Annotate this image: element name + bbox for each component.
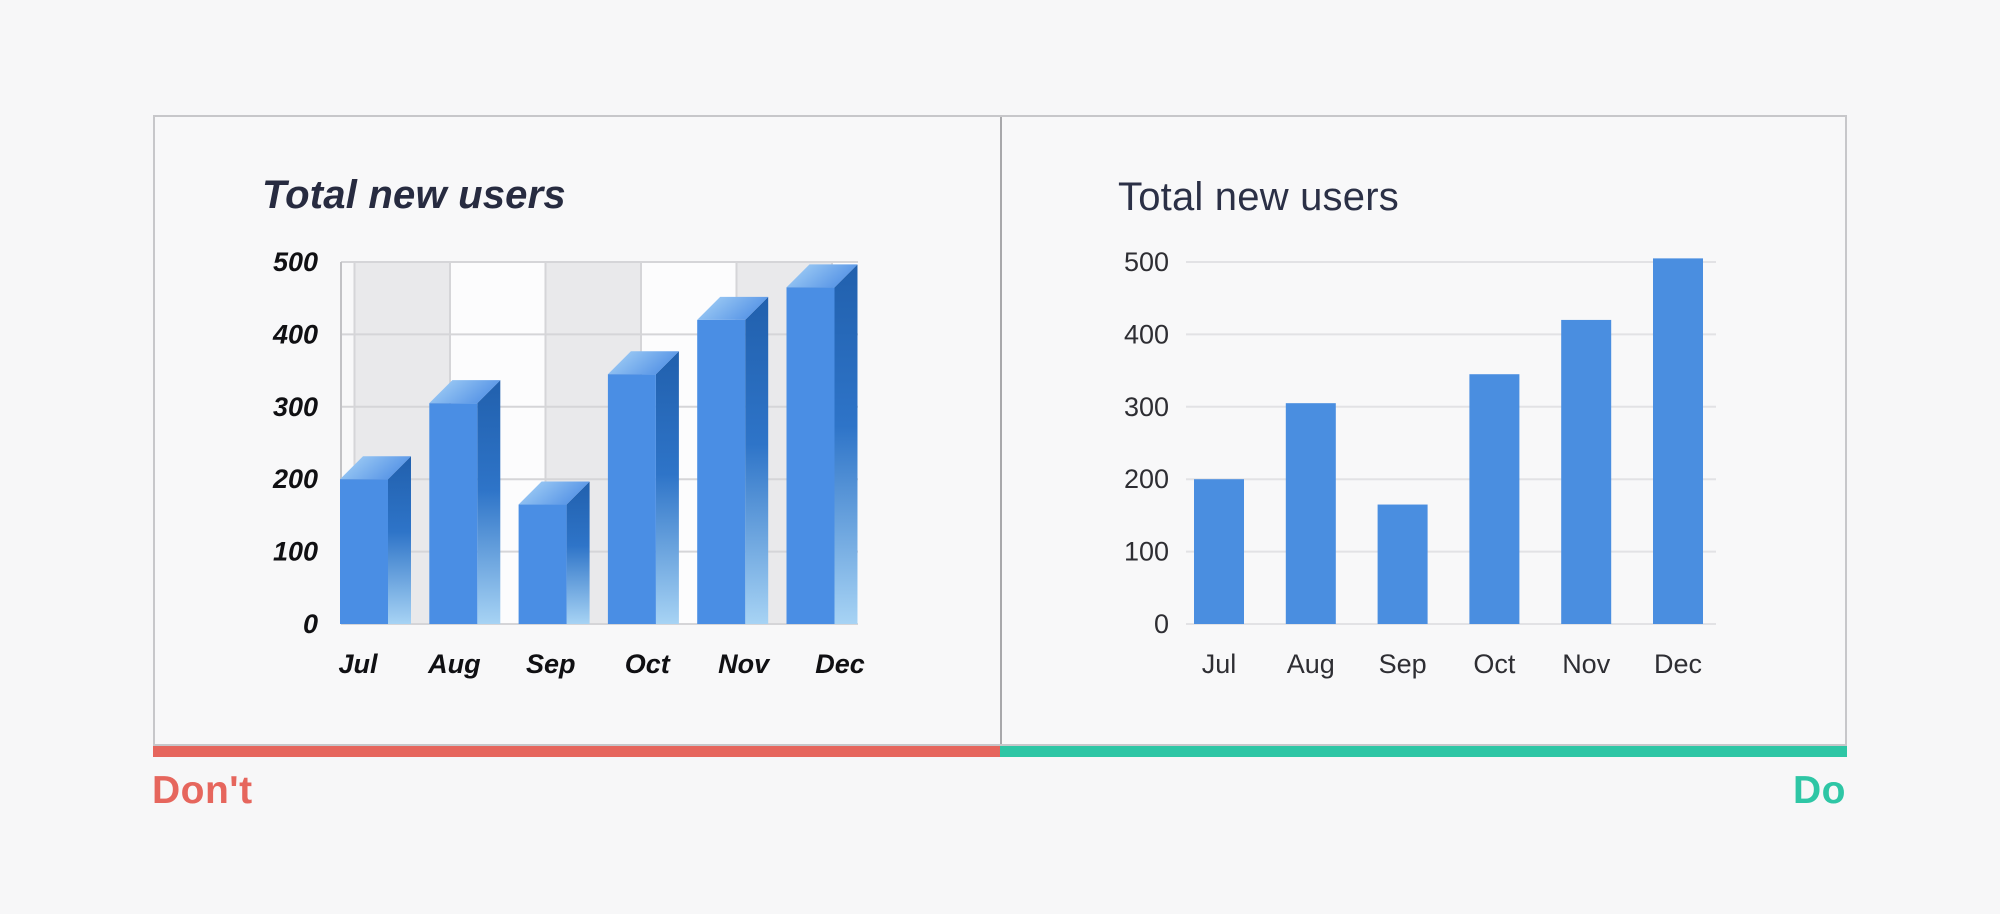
bar-front-face bbox=[429, 403, 478, 624]
y-tick-label-0: 0 bbox=[303, 609, 318, 639]
y-tick-label-500: 500 bbox=[273, 247, 318, 277]
x-axis-label-oct: Oct bbox=[625, 649, 671, 679]
do-flat-bar-chart: 0 100 200 300 400 500 Jul Aug Sep Oct Nov Dec bbox=[1124, 247, 1716, 679]
bar-dec bbox=[1653, 258, 1703, 624]
do-label: Do bbox=[1793, 769, 1846, 812]
bar-top-face bbox=[697, 296, 769, 320]
bar-side-face bbox=[477, 380, 501, 624]
bar-top-face bbox=[518, 481, 590, 505]
bar-aug bbox=[1285, 403, 1336, 624]
y-tick-label-300: 300 bbox=[1124, 392, 1169, 422]
bar-3d-jul bbox=[340, 456, 411, 624]
bar-front-face bbox=[607, 374, 656, 624]
y-tick-label-100: 100 bbox=[1124, 537, 1169, 567]
y-tick-label-300: 300 bbox=[273, 392, 318, 422]
bar-3d-dec bbox=[786, 264, 858, 624]
dont-accent-underline bbox=[153, 746, 1000, 757]
y-tick-label-200: 200 bbox=[1124, 464, 1169, 494]
x-axis-label-oct: Oct bbox=[1473, 649, 1516, 679]
x-axis-label-dec: Dec bbox=[815, 649, 865, 679]
bar-jul bbox=[1194, 479, 1244, 624]
bar-nov bbox=[1561, 319, 1612, 624]
x-axis-label-nov: Nov bbox=[1562, 649, 1611, 679]
bar-front-face bbox=[340, 479, 388, 624]
bar-side-face bbox=[834, 264, 858, 624]
dont-3d-bar-chart: 0 100 200 300 400 500 Jul Aug Sep Oct Nov Dec bbox=[272, 247, 865, 679]
y-tick-label-400: 400 bbox=[1124, 319, 1169, 349]
bar-3d-aug bbox=[429, 380, 501, 624]
panel-divider bbox=[1000, 117, 1002, 744]
bar-front-face bbox=[697, 319, 746, 624]
bar-top-face bbox=[786, 264, 858, 288]
dont-chart-title: Total new users bbox=[262, 173, 566, 217]
bar-side-face bbox=[655, 351, 679, 624]
x-axis-label-aug: Aug bbox=[1287, 649, 1335, 679]
do-chart-title: Total new users bbox=[1118, 175, 1399, 219]
x-axis-label-nov: Nov bbox=[718, 649, 771, 679]
y-tick-label-400: 400 bbox=[272, 319, 318, 349]
bar-side-face bbox=[388, 456, 411, 624]
y-tick-label-100: 100 bbox=[273, 537, 318, 567]
x-axis-label-jul: Jul bbox=[1202, 649, 1237, 679]
bar-front-face bbox=[786, 287, 835, 624]
bar-3d-nov bbox=[697, 296, 769, 624]
y-tick-label-500: 500 bbox=[1124, 247, 1169, 277]
y-tick-label-0: 0 bbox=[1154, 609, 1169, 639]
x-axis-label-sep: Sep bbox=[526, 649, 576, 679]
bar-top-face bbox=[607, 351, 679, 375]
bar-top-face bbox=[429, 380, 501, 404]
bar-3d-sep bbox=[518, 481, 590, 624]
x-axis-label-aug: Aug bbox=[427, 649, 481, 679]
x-axis-label-sep: Sep bbox=[1379, 649, 1427, 679]
bar-side-face bbox=[566, 481, 590, 624]
bar-front-face bbox=[518, 504, 567, 624]
bar-3d-oct bbox=[607, 351, 679, 624]
bar-sep bbox=[1377, 504, 1428, 624]
x-axis-label-dec: Dec bbox=[1654, 649, 1702, 679]
do-accent-underline bbox=[1000, 746, 1847, 757]
bar-oct bbox=[1469, 374, 1520, 624]
bar-side-face bbox=[745, 296, 769, 624]
y-tick-label-200: 200 bbox=[272, 464, 318, 494]
bar-top-face bbox=[340, 456, 411, 480]
dont-label: Don't bbox=[152, 769, 253, 812]
x-axis-label-jul: Jul bbox=[338, 649, 378, 679]
